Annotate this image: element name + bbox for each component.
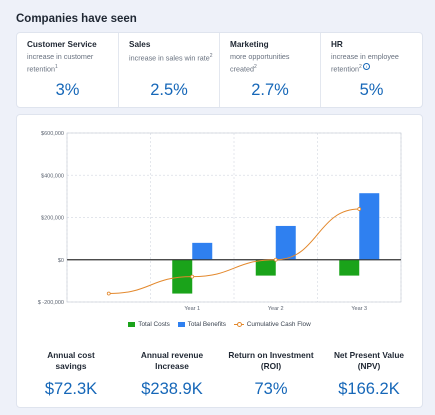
kpi-label: Annual cost savings — [23, 350, 119, 374]
y-tick-label: $ -200,000 — [38, 300, 64, 306]
point-cumulative-cash-flow — [190, 274, 195, 279]
bar-total-costs — [255, 259, 276, 276]
kpi-label-line: Annual cost — [47, 350, 95, 360]
kpi-label-line: savings — [55, 361, 87, 371]
kpi-value: $166.2K — [338, 380, 400, 398]
legend-label: Total Costs — [138, 321, 170, 328]
legend-item-total-benefits[interactable]: Total Benefits — [177, 321, 227, 328]
kpi-label-line: Increase — [155, 361, 189, 371]
point-cumulative-cash-flow — [357, 207, 362, 211]
kpi-annual-revenue-increase: Annual revenue Increase $238.9K — [124, 350, 220, 399]
stat-desc-line: more opportunities — [230, 52, 290, 61]
stat-desc-line: retention — [331, 64, 359, 74]
x-tick-label: Year 2 — [268, 306, 284, 312]
stat-desc-line: increase in employee — [331, 52, 399, 61]
kpi-label-line: Net Present Value — [333, 350, 405, 360]
roi-chart: $600,000 $400,000 $200,000 $0 $ -200,000 Year… — [38, 131, 402, 312]
stat-value: 5% — [359, 81, 384, 99]
bar-total-costs — [339, 259, 360, 276]
plot-frame — [66, 132, 402, 303]
kpi-npv: Net Present Value (NPV) $166.2K — [321, 350, 417, 399]
legend-label: Cumulative Cash Flow — [246, 321, 311, 328]
y-tick-label: $200,000 — [41, 216, 64, 222]
line-cumulative-cash-flow — [108, 208, 360, 295]
kpi-annual-cost-savings: Annual cost savings $72.3K — [23, 350, 119, 399]
kpi-value: 73% — [254, 380, 288, 398]
kpi-roi: Return on Investment (ROI) 73% — [223, 350, 319, 399]
kpi-label: Return on Investment (ROI) — [223, 350, 319, 374]
point-cumulative-cash-flow — [106, 291, 111, 296]
stat-desc-line: created — [230, 64, 254, 74]
stat-title: Marketing — [230, 40, 269, 49]
stats-card: Customer Service increase in customer re… — [16, 32, 423, 108]
bar-total-benefits — [275, 225, 296, 260]
stat-value: 2.7% — [251, 81, 289, 99]
bar-total-benefits — [359, 193, 380, 260]
kpi-value: $238.9K — [141, 380, 203, 398]
stat-marketing: Marketing more opportunities created2 2.… — [219, 33, 320, 107]
legend-swatch — [128, 321, 136, 327]
x-tick-label: Year 3 — [351, 306, 367, 312]
point-cumulative-cash-flow — [273, 257, 278, 262]
stat-description: increase in sales win rate2 — [129, 51, 219, 63]
footnote-marker[interactable]: 1 — [54, 64, 58, 70]
stat-title: Customer Service — [27, 40, 97, 49]
footnote-marker[interactable]: 2 — [209, 53, 213, 59]
kpi-label: Net Present Value (NPV) — [321, 350, 417, 374]
stat-customer-service: Customer Service increase in customer re… — [17, 33, 118, 107]
section-title: Companies have seen — [16, 13, 137, 25]
kpi-label-line: Annual revenue — [140, 350, 204, 360]
stat-desc-line: increase in customer — [27, 52, 94, 61]
footnote-marker[interactable]: 2 — [253, 64, 257, 70]
y-tick-label: $600,000 — [41, 131, 64, 137]
legend-label: Total Benefits — [187, 321, 227, 328]
stat-sales: Sales increase in sales win rate2 2.5% — [118, 33, 219, 107]
stat-desc-line: retention — [27, 64, 55, 74]
x-tick-label: Year 1 — [184, 306, 200, 312]
stat-hr: HR increase in employee retention2 i 5% — [320, 33, 422, 107]
legend-line-marker — [233, 321, 244, 327]
stat-description: more opportunities created2 — [230, 51, 320, 74]
stat-description: increase in customer retention1 — [27, 51, 118, 74]
kpi-label-line: (ROI) — [260, 361, 282, 371]
kpi-label-line: Return on Investment — [228, 350, 314, 360]
bar-total-benefits — [192, 242, 213, 260]
kpi-label-line: (NPV) — [357, 361, 381, 371]
stat-value: 2.5% — [150, 81, 188, 99]
chart-legend: Total Costs Total Benefits Cumulative Ca… — [17, 321, 422, 328]
footnote-marker[interactable]: 2 — [358, 64, 362, 70]
y-tick-label: $400,000 — [41, 173, 64, 179]
stat-title: Sales — [129, 40, 151, 49]
stat-title: HR — [331, 40, 343, 49]
stat-description: increase in employee retention2 i — [331, 51, 422, 74]
stat-value: 3% — [55, 81, 80, 99]
legend-item-total-costs[interactable]: Total Costs — [128, 321, 170, 328]
y-tick-label: $0 — [58, 258, 64, 264]
stat-desc-line: increase in sales win rate — [129, 53, 210, 63]
kpi-label: Annual revenue Increase — [124, 350, 220, 374]
chart-card: $600,000 $400,000 $200,000 $0 $ -200,000 Year… — [16, 114, 423, 408]
info-icon[interactable]: i — [362, 63, 370, 70]
legend-item-cumulative-cash-flow[interactable]: Cumulative Cash Flow — [233, 321, 311, 328]
kpi-value: $72.3K — [44, 380, 98, 398]
legend-swatch — [177, 321, 185, 327]
